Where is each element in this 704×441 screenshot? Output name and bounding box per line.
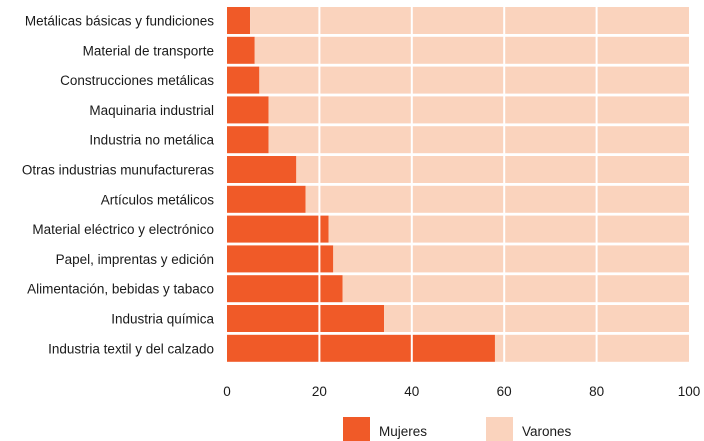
x-tick-label: 80 xyxy=(589,384,604,399)
bar-mujeres-6 xyxy=(227,185,306,213)
legend-label-varones: Varones xyxy=(522,424,572,439)
bar-mujeres-11 xyxy=(227,334,495,362)
category-labels: Metálicas básicas y fundiciones Material … xyxy=(22,14,215,357)
category-label: Metálicas básicas y fundiciones xyxy=(25,14,214,29)
bar-mujeres-7 xyxy=(227,215,329,243)
bar-mujeres-3 xyxy=(227,96,269,124)
bar-mujeres-10 xyxy=(227,305,385,332)
legend-label-mujeres: Mujeres xyxy=(379,424,427,439)
legend-swatch-varones xyxy=(486,417,513,441)
bar-mujeres-8 xyxy=(227,245,334,273)
category-label: Industria textil y del calzado xyxy=(48,341,214,356)
category-label: Alimentación, bebidas y tabaco xyxy=(27,282,214,297)
bar-varones-10 xyxy=(384,305,689,332)
bar-varones-2 xyxy=(259,66,689,94)
x-axis-ticks: 0 20 40 60 80 100 xyxy=(223,384,700,399)
x-tick-label: 60 xyxy=(497,384,512,399)
bar-mujeres-1 xyxy=(227,36,255,64)
category-label: Otras industrias munufactureras xyxy=(22,163,214,178)
category-label: Papel, imprentas y edición xyxy=(56,252,214,267)
category-label: Maquinaria industrial xyxy=(89,103,214,118)
category-label: Industria química xyxy=(111,312,214,327)
bars-layer xyxy=(227,7,689,362)
bar-mujeres-2 xyxy=(227,66,260,94)
x-tick-label: 100 xyxy=(678,384,701,399)
x-tick-label: 20 xyxy=(312,384,327,399)
grid-layer xyxy=(318,7,598,365)
bar-varones-7 xyxy=(328,215,689,243)
x-tick-label: 40 xyxy=(404,384,419,399)
bar-mujeres-9 xyxy=(227,275,343,303)
bar-varones-8 xyxy=(333,245,689,273)
bar-varones-1 xyxy=(254,36,689,64)
category-label: Artículos metálicos xyxy=(101,192,215,207)
x-tick-label: 0 xyxy=(223,384,231,399)
bar-varones-0 xyxy=(250,7,689,34)
legend: Mujeres Varones xyxy=(343,417,572,441)
bar-mujeres-5 xyxy=(227,156,297,183)
category-label: Material eléctrico y electrónico xyxy=(32,222,214,237)
legend-swatch-mujeres xyxy=(343,417,370,441)
bar-mujeres-0 xyxy=(227,7,251,34)
category-label: Industria no metálica xyxy=(89,133,214,148)
bar-mujeres-4 xyxy=(227,126,269,154)
bar-varones-3 xyxy=(268,96,689,124)
bar-varones-11 xyxy=(494,334,689,362)
bar-varones-5 xyxy=(296,156,689,183)
category-label: Material de transporte xyxy=(83,43,214,58)
bar-varones-4 xyxy=(268,126,689,154)
bar-varones-6 xyxy=(305,185,689,213)
bar-varones-9 xyxy=(342,275,689,303)
category-label: Construcciones metálicas xyxy=(60,73,214,88)
